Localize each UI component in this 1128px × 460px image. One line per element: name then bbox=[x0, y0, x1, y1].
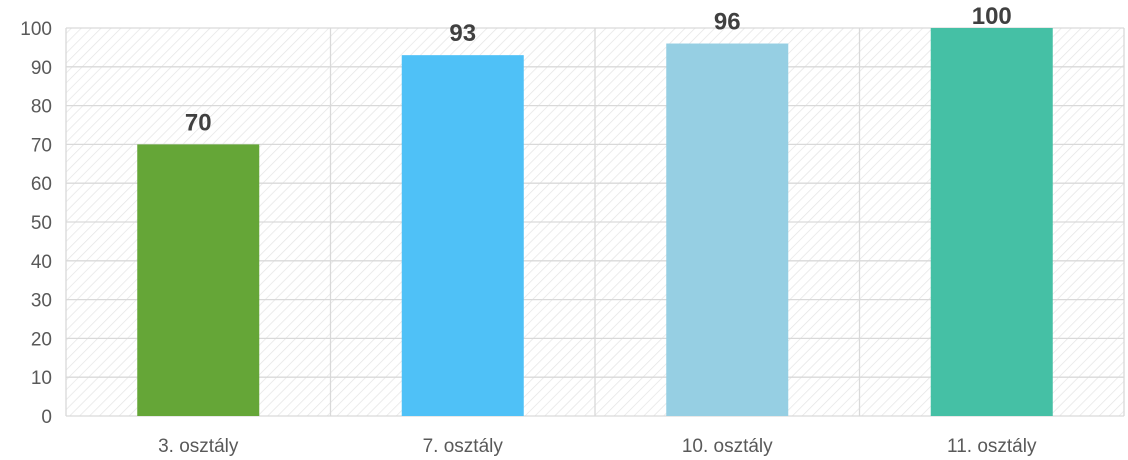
y-tick-label: 70 bbox=[31, 135, 52, 156]
x-category-label: 3. osztály bbox=[158, 436, 239, 457]
y-tick-label: 50 bbox=[31, 213, 52, 234]
bar bbox=[666, 43, 789, 417]
y-tick-label: 80 bbox=[31, 97, 52, 118]
y-tick-label: 60 bbox=[31, 174, 52, 195]
x-category-label: 11. osztály bbox=[947, 436, 1037, 457]
data-label: 70 bbox=[185, 109, 212, 136]
data-label: 93 bbox=[449, 20, 476, 47]
y-tick-label: 0 bbox=[41, 407, 52, 428]
y-tick-label: 90 bbox=[31, 58, 52, 79]
data-label: 96 bbox=[714, 9, 741, 36]
y-tick-label: 30 bbox=[31, 291, 52, 312]
data-label: 100 bbox=[972, 3, 1012, 30]
y-tick-label: 20 bbox=[31, 329, 52, 350]
x-category-label: 7. osztály bbox=[423, 436, 504, 457]
x-category-label: 10. osztály bbox=[682, 436, 773, 457]
bar bbox=[401, 55, 524, 416]
y-tick-label: 100 bbox=[20, 19, 52, 40]
y-tick-label: 10 bbox=[31, 368, 52, 389]
bar bbox=[137, 144, 260, 416]
y-tick-label: 40 bbox=[31, 252, 52, 273]
bar bbox=[930, 28, 1053, 416]
